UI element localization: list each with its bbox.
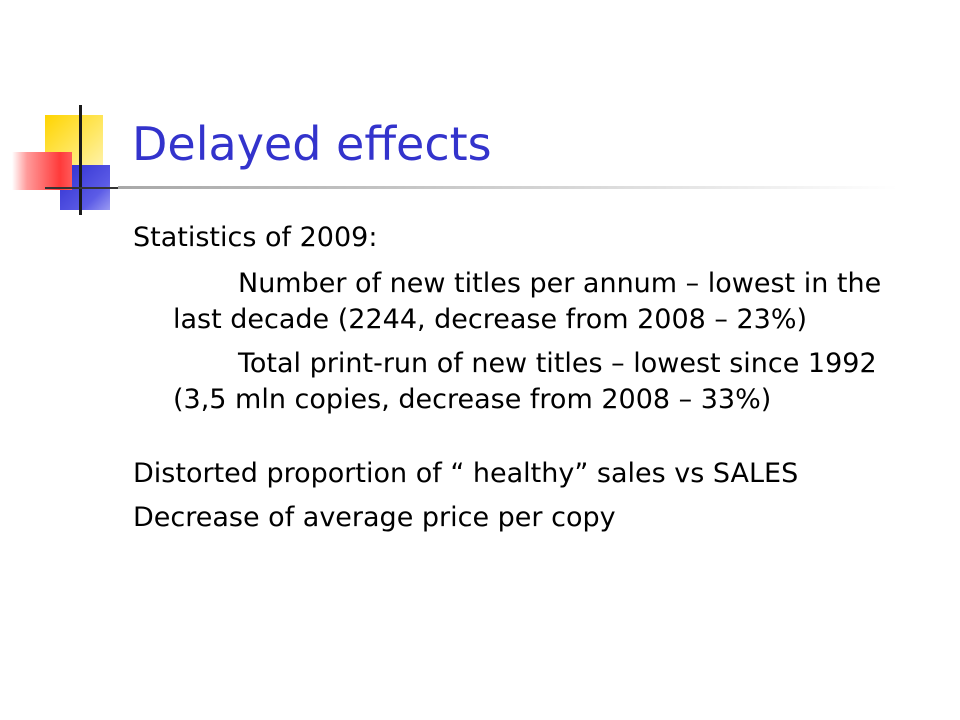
- spacer: [133, 418, 923, 456]
- bullet-new-titles: Number of new titles per annum – lowest …: [173, 268, 882, 335]
- logo-vertical-line: [79, 105, 82, 215]
- bullet-print-run: Total print-run of new titles – lowest s…: [173, 348, 877, 415]
- title-underline: [118, 186, 898, 189]
- bullet-distorted-proportion: Distorted proportion of “ healthy” sales…: [133, 458, 799, 489]
- logo-red-bar: [12, 152, 72, 190]
- logo-horizontal-line: [45, 187, 140, 189]
- statistics-heading: Statistics of 2009:: [133, 222, 378, 253]
- bullet-average-price: Decrease of average price per copy: [133, 502, 616, 533]
- slide-body: Statistics of 2009: Number of new titles…: [133, 220, 923, 536]
- slide-title: Delayed effects: [132, 117, 492, 171]
- slide-logo-icon: [0, 95, 140, 220]
